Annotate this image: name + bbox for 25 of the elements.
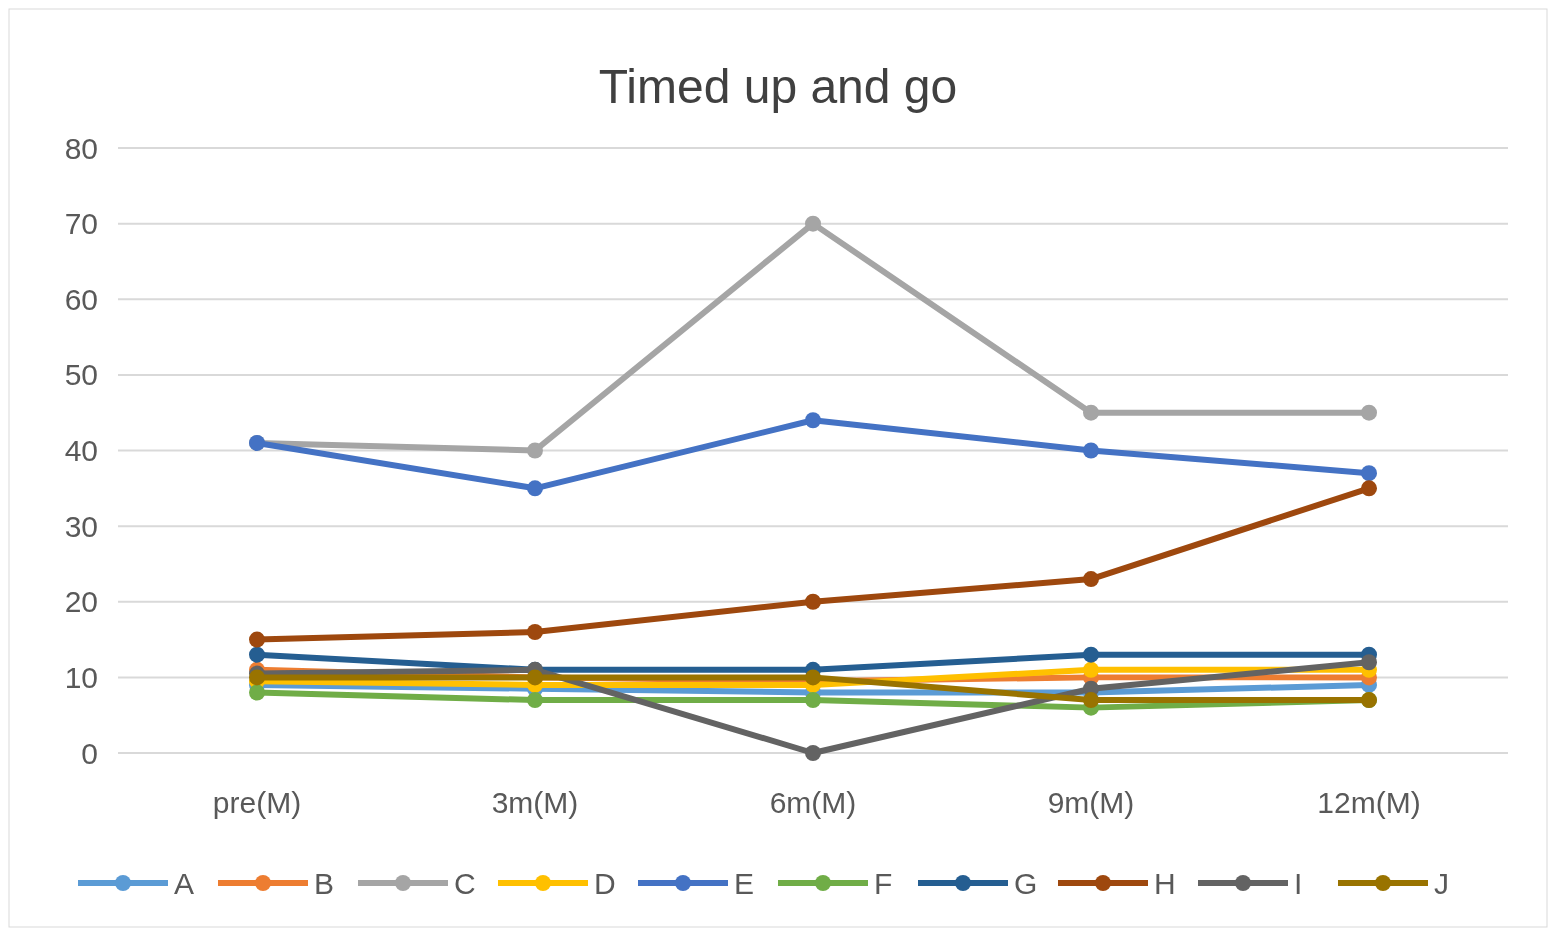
x-tick-label: 9m(M) (1047, 786, 1135, 819)
x-tick-label: 6m(M) (769, 786, 857, 819)
legend-label: J (1434, 866, 1449, 900)
legend-label: H (1154, 866, 1176, 900)
legend-label: C (454, 866, 476, 900)
legend-label: F (874, 866, 893, 900)
y-tick-label: 60 (64, 282, 98, 316)
x-tick-label: 3m(M) (491, 786, 579, 819)
legend-label: D (594, 866, 616, 900)
legend-label: A (174, 866, 195, 900)
legend-label: G (1014, 866, 1038, 900)
chart-title: Timed up and go (598, 60, 958, 113)
legend-label: B (314, 866, 335, 900)
x-tick-label: pre(M) (212, 786, 302, 819)
y-tick-label: 70 (64, 207, 98, 241)
y-tick-label: 80 (64, 131, 98, 165)
y-tick-label: 0 (81, 736, 98, 770)
y-tick-label: 40 (64, 434, 98, 467)
legend-label: I (1294, 866, 1303, 900)
y-tick-label: 30 (64, 509, 98, 543)
x-tick-label: 12m(M) (1317, 786, 1421, 819)
y-tick-label: 50 (64, 358, 98, 392)
y-tick-label: 20 (64, 585, 98, 619)
legend-label: E (734, 866, 755, 900)
y-tick-label: 10 (64, 660, 98, 694)
